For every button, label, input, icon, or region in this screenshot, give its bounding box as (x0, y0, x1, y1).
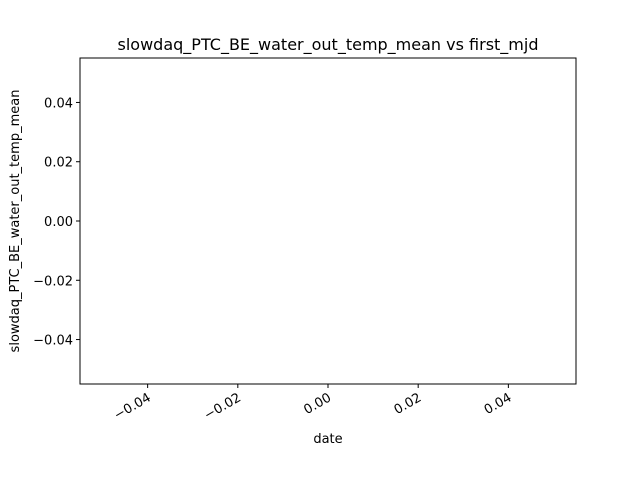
y-tick-label: 0.00 (44, 215, 73, 230)
x-axis-label: date (313, 432, 342, 447)
y-axis-label: slowdaq_PTC_BE_water_out_temp_mean (8, 90, 23, 353)
y-tick-label: −0.04 (33, 334, 73, 349)
y-tick-label: 0.04 (44, 96, 73, 111)
chart-title: slowdaq_PTC_BE_water_out_temp_mean vs fi… (118, 35, 539, 55)
y-tick-label: −0.02 (33, 274, 73, 289)
y-axis-ticks: −0.04 −0.02 0.00 0.02 0.04 (33, 96, 80, 349)
y-tick-label: 0.02 (44, 156, 73, 171)
